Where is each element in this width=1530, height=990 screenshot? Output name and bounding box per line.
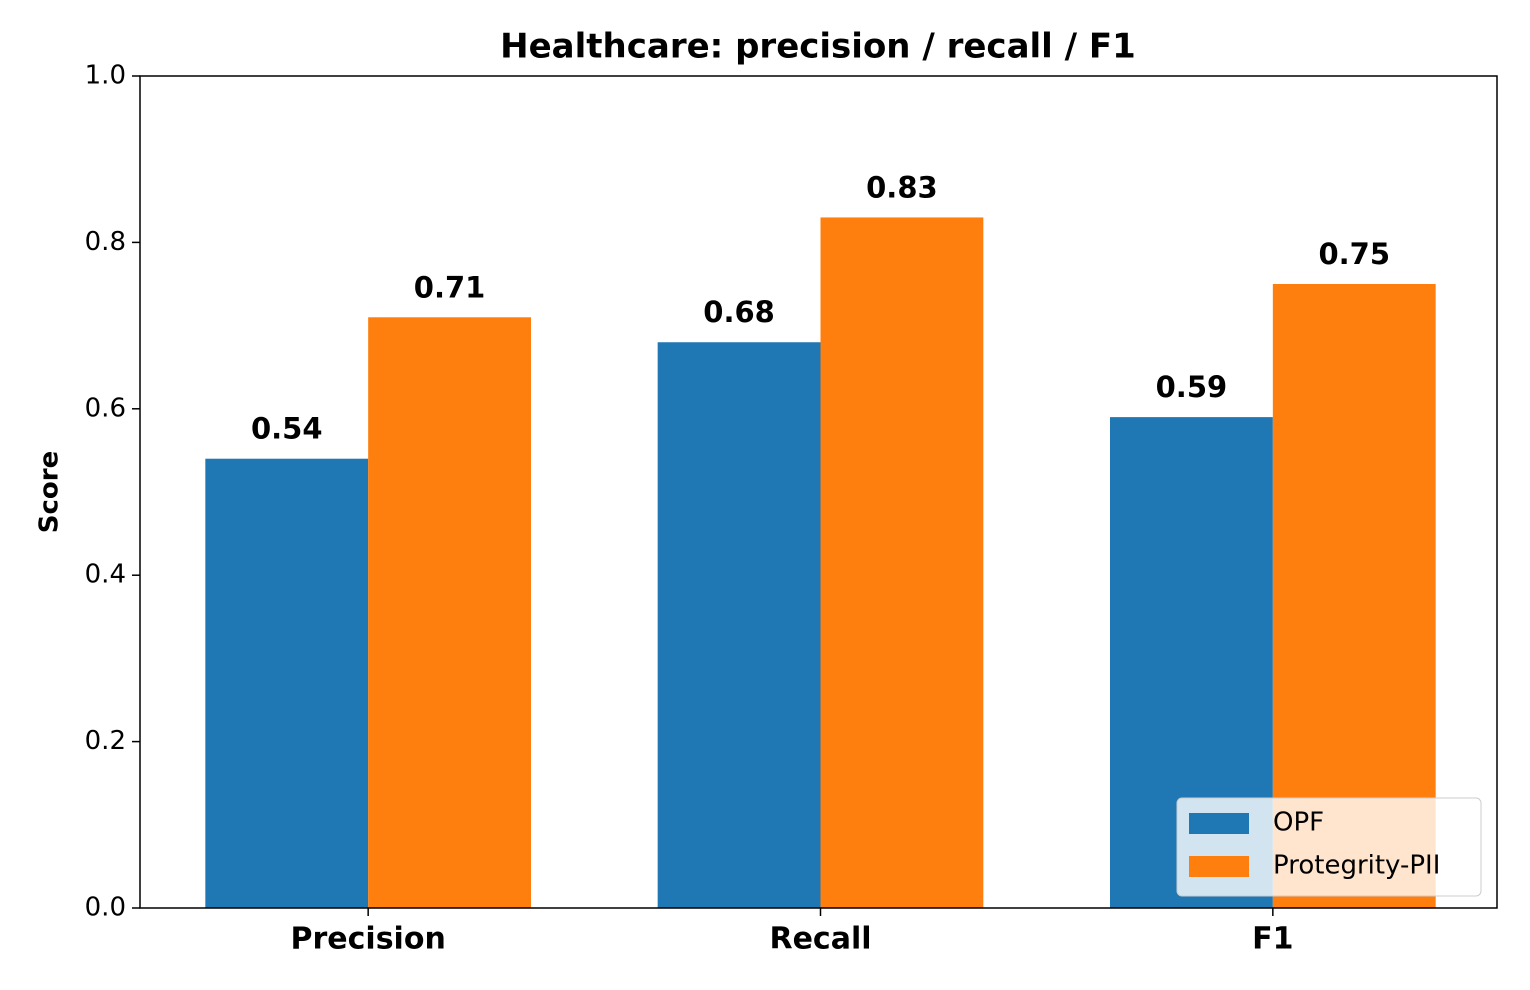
x-tick-label: Precision [291,922,446,957]
legend-swatch [1189,856,1249,877]
legend-box [1176,797,1482,897]
legend-label: OPF [1273,808,1324,838]
x-tick-label: F1 [1252,922,1293,957]
legend-swatch [1189,813,1249,834]
chart-title: Healthcare: precision / recall / F1 [500,27,1136,67]
legend-label: Protegrity-PII [1273,851,1440,881]
bar [657,342,821,908]
plot-frame [139,75,1498,909]
y-tick-label: 0.2 [85,726,126,756]
x-tick-label: Recall [769,922,871,957]
value-label: 0.71 [414,270,486,304]
y-tick-label: 0.8 [85,227,126,257]
value-label: 0.54 [251,412,323,446]
y-tick-label: 1.0 [85,61,126,91]
y-tick-label: 0.0 [85,893,126,923]
value-label: 0.75 [1318,237,1390,271]
bar [820,217,984,908]
legend: OPF Protegrity-PII [1176,797,1482,897]
y-axis-label: Score [35,451,65,533]
bar [368,317,532,908]
y-tick-label: 0.4 [85,560,126,590]
bar [205,458,369,908]
y-tick-label: 0.6 [85,393,126,423]
value-label: 0.68 [703,295,775,329]
value-label: 0.83 [866,170,938,204]
value-label: 0.59 [1156,370,1228,404]
